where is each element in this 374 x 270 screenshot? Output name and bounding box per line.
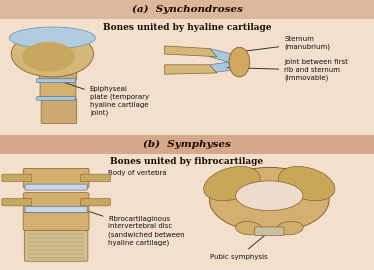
FancyBboxPatch shape: [255, 227, 284, 235]
FancyBboxPatch shape: [23, 193, 89, 212]
Text: Bones united by fibrocartilage: Bones united by fibrocartilage: [110, 157, 264, 167]
FancyBboxPatch shape: [2, 198, 32, 206]
Text: Joint between first
rib and sternum
(immovable): Joint between first rib and sternum (imm…: [227, 59, 348, 81]
FancyBboxPatch shape: [40, 81, 76, 97]
Polygon shape: [209, 62, 232, 73]
Ellipse shape: [276, 221, 303, 235]
FancyBboxPatch shape: [39, 53, 77, 80]
FancyBboxPatch shape: [23, 168, 89, 188]
Ellipse shape: [236, 181, 303, 211]
Ellipse shape: [203, 167, 260, 201]
FancyBboxPatch shape: [41, 98, 77, 124]
Text: Sternum
(manubrium): Sternum (manubrium): [246, 36, 330, 51]
Text: Body of vertebra: Body of vertebra: [85, 170, 167, 178]
Text: Bones united by hyaline cartilage: Bones united by hyaline cartilage: [103, 22, 271, 32]
Text: (a)  Synchondroses: (a) Synchondroses: [132, 5, 242, 14]
FancyBboxPatch shape: [25, 206, 87, 212]
Ellipse shape: [229, 47, 250, 77]
FancyBboxPatch shape: [0, 135, 374, 154]
Ellipse shape: [209, 167, 329, 232]
FancyBboxPatch shape: [80, 198, 110, 206]
FancyBboxPatch shape: [37, 97, 76, 100]
Ellipse shape: [235, 221, 262, 235]
Ellipse shape: [278, 167, 335, 201]
Text: Epiphyseal
plate (temporary
hyaline cartilage
joint): Epiphyseal plate (temporary hyaline cart…: [62, 82, 149, 116]
Text: Fibrocartilaginous
intervertebral disc
(sandwiched between
hyaline cartilage): Fibrocartilaginous intervertebral disc (…: [85, 210, 185, 245]
Polygon shape: [165, 65, 217, 74]
Polygon shape: [165, 46, 217, 57]
FancyBboxPatch shape: [80, 174, 110, 181]
Ellipse shape: [9, 27, 95, 49]
Ellipse shape: [11, 31, 94, 77]
Polygon shape: [209, 49, 232, 62]
FancyBboxPatch shape: [25, 184, 87, 190]
Ellipse shape: [22, 42, 75, 72]
Text: (b)  Symphyses: (b) Symphyses: [143, 140, 231, 149]
FancyBboxPatch shape: [37, 79, 76, 83]
FancyBboxPatch shape: [23, 212, 89, 231]
FancyBboxPatch shape: [24, 230, 88, 261]
Text: Pubic symphysis: Pubic symphysis: [211, 233, 268, 259]
FancyBboxPatch shape: [0, 0, 374, 19]
FancyBboxPatch shape: [2, 174, 32, 181]
